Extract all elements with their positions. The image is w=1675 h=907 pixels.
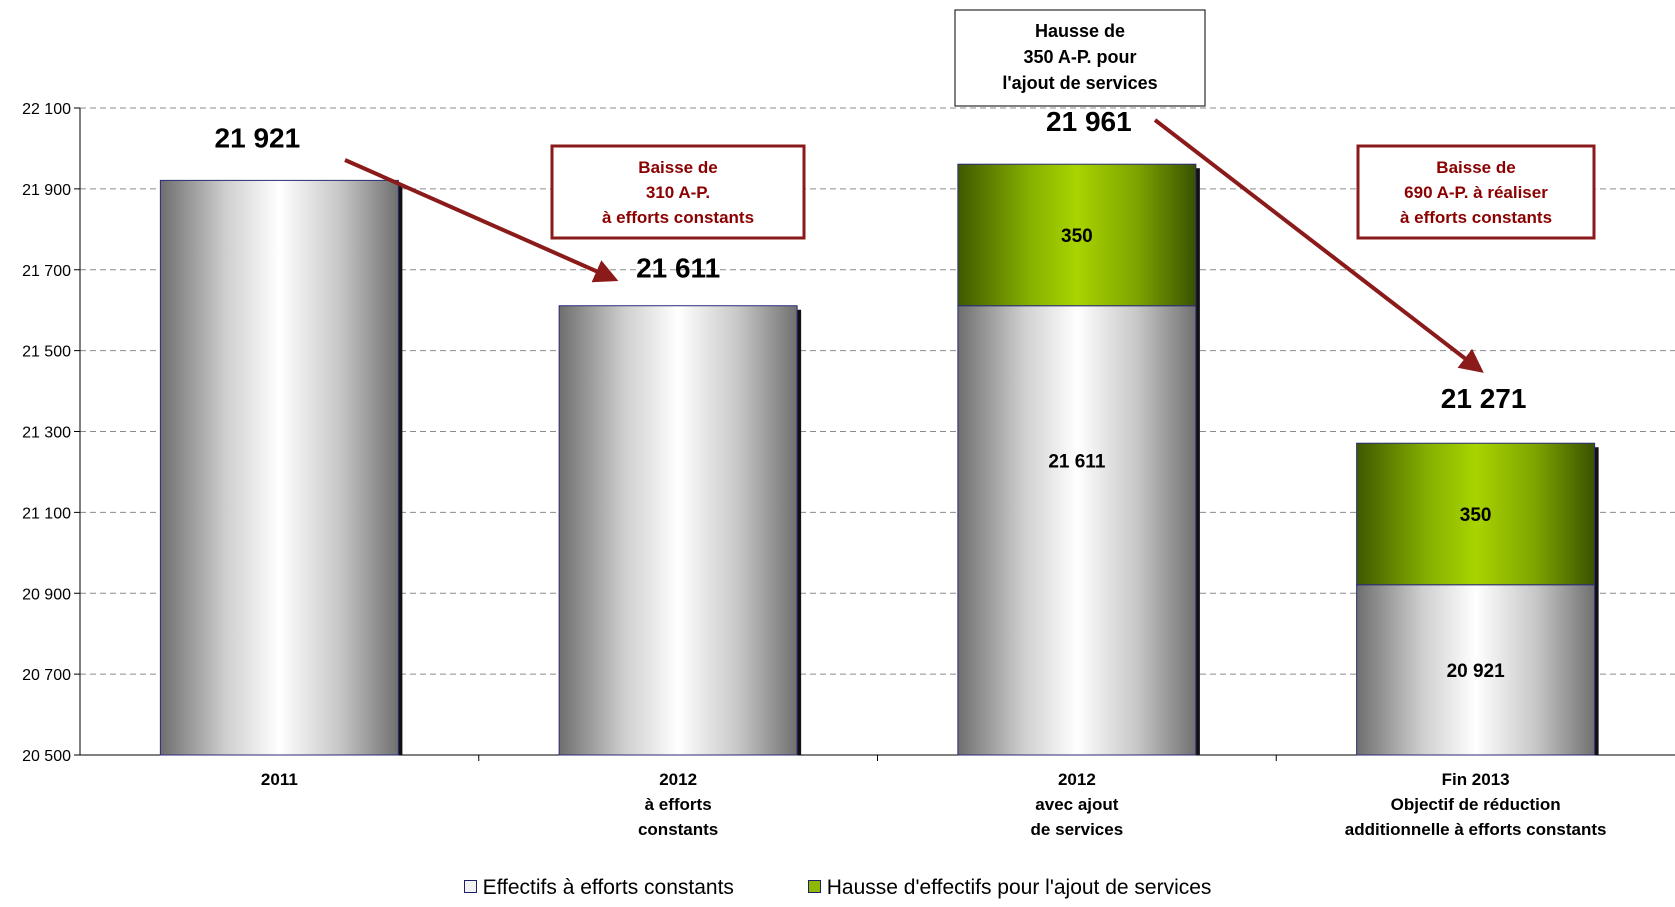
bar-increase: [957, 163, 1197, 307]
y-tick-label: 22 100: [22, 101, 71, 118]
annotation-text: Baisse de: [638, 158, 717, 177]
annotation-text: à efforts constants: [1400, 208, 1552, 227]
y-tick-label: 21 700: [22, 263, 71, 280]
y-tick-label: 21 100: [22, 505, 71, 522]
x-tick-label: additionnelle à efforts constants: [1345, 820, 1607, 839]
bar-increase: [1356, 442, 1596, 586]
bar-constant: [1356, 584, 1596, 756]
total-label: 21 921: [215, 122, 301, 153]
bar-constant: [957, 305, 1197, 756]
x-tick-label: à efforts: [645, 795, 712, 814]
legend-label-increase: Hausse d'effectifs pour l'ajout de servi…: [826, 876, 1212, 899]
total-label: 21 611: [636, 253, 720, 284]
bar-constant: [159, 179, 399, 756]
annotation-text: Baisse de: [1436, 158, 1515, 177]
annotation-text: 350 A-P. pour: [1023, 47, 1136, 67]
bar-constant: [558, 305, 798, 756]
annotation-box: [954, 9, 1206, 107]
y-tick-label: 20 900: [22, 586, 71, 603]
x-tick-label: 2012: [659, 770, 697, 789]
y-tick-label: 21 900: [22, 182, 71, 199]
annotation-box: [550, 144, 806, 240]
y-tick-label: 21 500: [22, 344, 71, 361]
annotation-box: [1356, 144, 1596, 240]
arrow-decrease-2012: [344, 158, 619, 283]
x-tick-label: Fin 2013: [1442, 770, 1510, 789]
annotation-text: l'ajout de services: [1002, 73, 1157, 93]
legend-swatch-increase: [807, 879, 821, 893]
arrow-decrease-2013: [1153, 118, 1484, 373]
x-tick-label: avec ajout: [1035, 795, 1118, 814]
legend: Effectifs à efforts constants Hausse d'e…: [0, 876, 1675, 900]
y-tick-label: 20 700: [22, 667, 71, 684]
segment-label: 350: [1061, 226, 1093, 247]
y-tick-label: 21 300: [22, 425, 71, 442]
x-tick-label: de services: [1031, 820, 1124, 839]
annotation-text: 690 A-P. à réaliser: [1404, 183, 1548, 202]
y-tick-label: 20 500: [22, 748, 71, 765]
x-tick-label: constants: [638, 820, 718, 839]
total-label: 21 961: [1046, 106, 1132, 137]
legend-swatch-constant: [463, 879, 477, 893]
segment-label: 20 921: [1447, 661, 1506, 682]
segment-label: 21 611: [1048, 451, 1105, 472]
legend-item-increase: Hausse d'effectifs pour l'ajout de servi…: [807, 876, 1212, 900]
annotation-text: 310 A-P.: [646, 183, 710, 202]
x-tick-label: 2011: [261, 770, 298, 789]
annotation-text: Hausse de: [1035, 21, 1125, 41]
legend-label-constant: Effectifs à efforts constants: [482, 876, 734, 899]
total-label: 21 271: [1441, 383, 1527, 414]
x-tick-label: 2012: [1058, 770, 1096, 789]
annotation-text: à efforts constants: [602, 208, 754, 227]
x-tick-label: Objectif de réduction: [1391, 795, 1561, 814]
legend-item-constant: Effectifs à efforts constants: [463, 876, 734, 900]
segment-label: 350: [1460, 505, 1492, 526]
